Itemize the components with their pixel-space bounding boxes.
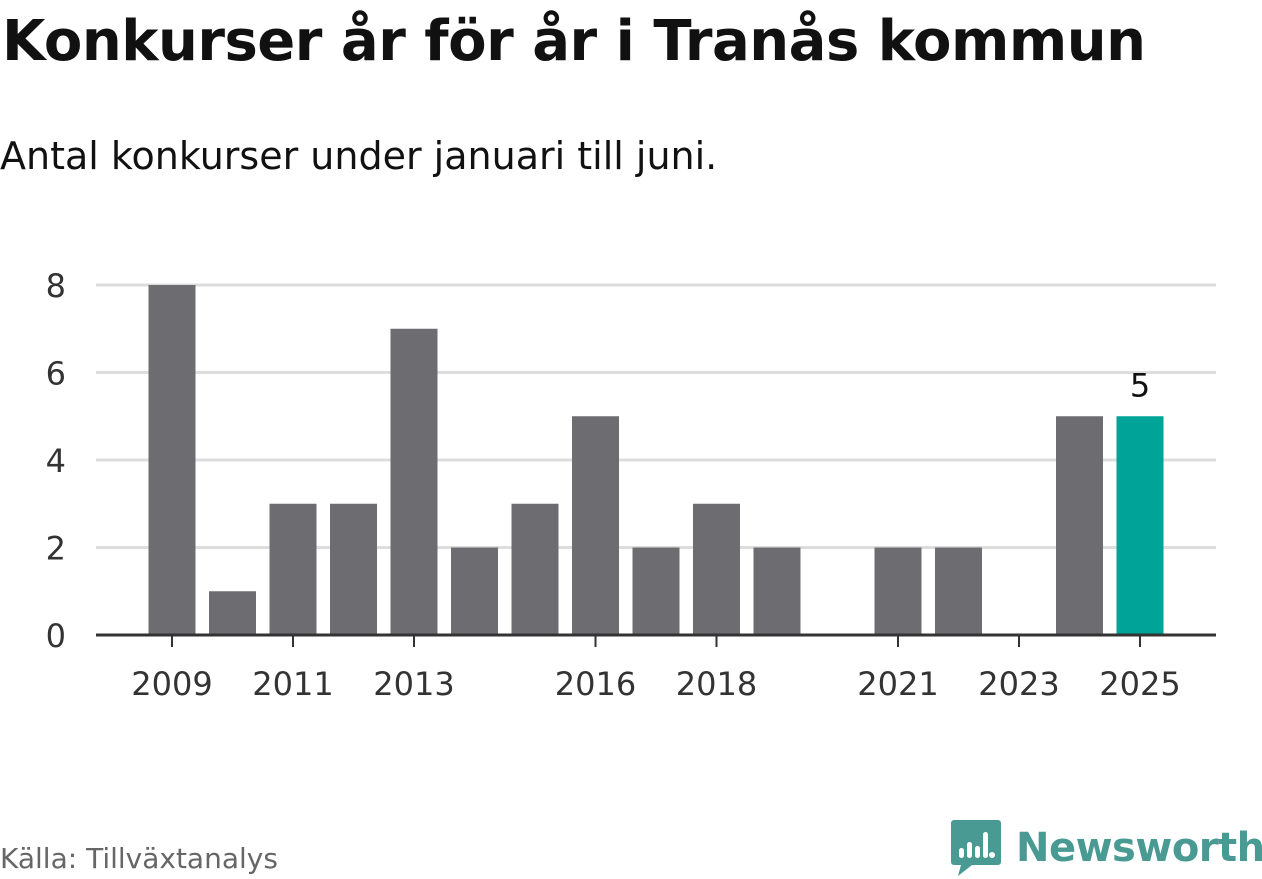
bar-2025 — [1116, 416, 1164, 635]
chart-subtitle: Antal konkurser under januari till juni. — [0, 134, 718, 178]
bar-2019 — [753, 547, 801, 635]
y-tick-label: 4 — [46, 442, 66, 480]
bar-2010 — [209, 591, 256, 635]
y-tick-label: 0 — [46, 617, 66, 655]
bar-2024 — [1056, 416, 1103, 635]
bar-2011 — [269, 503, 317, 635]
brand-logo-lockup: Newsworthy — [950, 818, 1262, 878]
bar-2013 — [390, 328, 438, 635]
x-tick-label: 2009 — [131, 665, 212, 703]
data-label: 5 — [1130, 366, 1150, 404]
x-tick-label: 2016 — [555, 665, 636, 703]
bar-2016 — [572, 416, 619, 635]
x-tick-label: 2011 — [252, 665, 333, 703]
bar-2021 — [874, 547, 922, 635]
bar-2015 — [511, 503, 559, 635]
y-tick-label: 2 — [46, 530, 66, 568]
bar-2017 — [632, 547, 680, 635]
x-tick-label: 2025 — [1099, 665, 1180, 703]
y-tick-label: 6 — [46, 355, 66, 393]
bar-2009 — [148, 285, 196, 635]
x-tick-label: 2021 — [857, 665, 938, 703]
bar-2012 — [330, 503, 377, 635]
bar-chart-speech-bubble-icon — [951, 820, 1001, 876]
x-tick-label: 2018 — [676, 665, 757, 703]
chart-title: Konkurser år för år i Tranås kommun — [2, 9, 1146, 74]
x-tick-label: 2023 — [978, 665, 1059, 703]
y-tick-label: 8 — [46, 267, 66, 305]
bar-2018 — [693, 503, 740, 635]
x-tick-label: 2013 — [373, 665, 454, 703]
bar-2014 — [451, 547, 498, 635]
bar-2022 — [935, 547, 982, 635]
source-note: Källa: Tillväxtanalys — [0, 842, 278, 875]
brand-name: Newsworthy — [1016, 825, 1262, 871]
